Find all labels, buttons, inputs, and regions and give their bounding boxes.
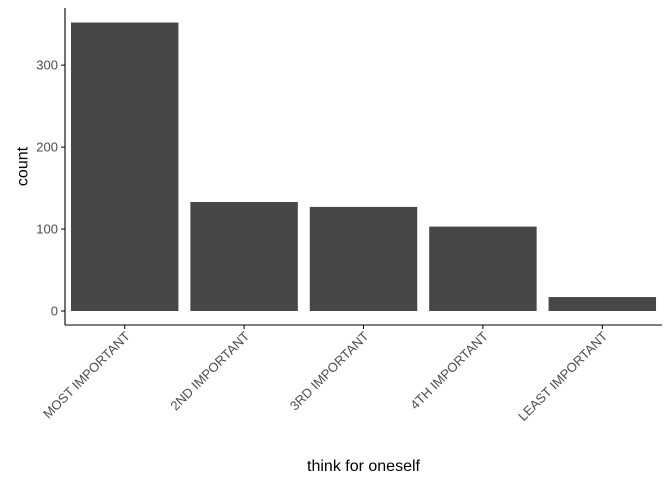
x-axis-ticks: MOST IMPORTANT 2ND IMPORTANT 3RD IMPORTANT… bbox=[40, 325, 610, 424]
bar-least-important bbox=[548, 297, 657, 311]
bar-4th-important bbox=[429, 226, 537, 311]
x-tick-label: 2ND IMPORTANT bbox=[167, 328, 252, 413]
x-tick-label: 4TH IMPORTANT bbox=[407, 328, 491, 412]
y-axis-title: count bbox=[15, 146, 32, 186]
bar-3rd-important bbox=[309, 206, 418, 311]
bar-2nd-important bbox=[190, 202, 298, 311]
x-axis-title: think for oneself bbox=[307, 458, 421, 475]
y-tick-label: 300 bbox=[36, 58, 58, 73]
x-tick-label: 3RD IMPORTANT bbox=[287, 328, 372, 413]
y-tick-label: 200 bbox=[36, 140, 58, 155]
y-tick-label: 100 bbox=[36, 222, 58, 237]
x-tick-label: LEAST IMPORTANT bbox=[515, 328, 610, 423]
bar-most-important bbox=[70, 22, 179, 311]
y-tick-label: 0 bbox=[51, 304, 58, 319]
bars-group bbox=[70, 22, 657, 311]
y-axis-ticks: 0 100 200 300 bbox=[36, 58, 65, 319]
x-tick-label: MOST IMPORTANT bbox=[40, 328, 133, 421]
